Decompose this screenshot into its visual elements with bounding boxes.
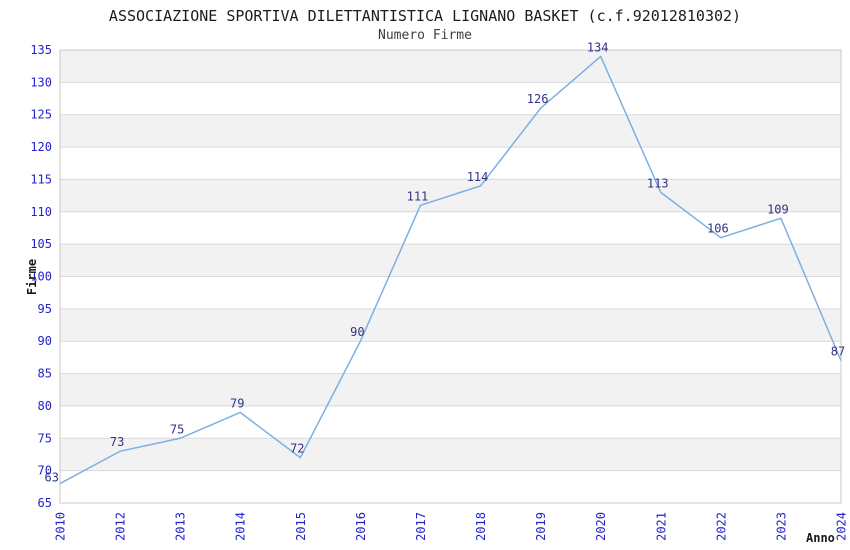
y-tick-label: 80 [38, 399, 52, 413]
y-tick-label: 100 [30, 270, 52, 284]
x-tick-label: 2015 [294, 512, 308, 541]
data-label: 90 [350, 325, 364, 339]
y-tick-label: 90 [38, 334, 52, 348]
x-tick-label: 2012 [114, 512, 128, 541]
x-tick-label: 2010 [54, 512, 68, 541]
data-label: 106 [707, 222, 729, 236]
plot-band [60, 114, 841, 148]
x-tick-label: 2019 [534, 512, 548, 541]
y-tick-label: 95 [38, 302, 52, 316]
y-tick-label: 65 [38, 496, 52, 510]
y-tick-label: 130 [30, 75, 52, 89]
x-tick-label: 2020 [594, 512, 608, 541]
data-label: 73 [110, 435, 124, 449]
x-tick-label: 2018 [474, 512, 488, 541]
y-tick-label: 125 [30, 108, 52, 122]
data-label: 111 [407, 189, 429, 203]
data-label: 126 [527, 92, 549, 106]
data-label: 75 [170, 422, 184, 436]
plot-band [60, 308, 841, 342]
plot-band [60, 438, 841, 471]
y-tick-label: 70 [38, 464, 52, 478]
y-axis-title: Firme [25, 258, 40, 296]
data-label: 63 [45, 471, 59, 485]
y-tick-label: 120 [30, 140, 52, 154]
x-tick-label: 2017 [414, 512, 428, 541]
x-tick-label: 2013 [174, 512, 188, 541]
data-label: 114 [467, 170, 489, 184]
x-tick-label: 2016 [354, 512, 368, 541]
x-tick-label: 2022 [714, 512, 728, 541]
x-tick-label: 2014 [234, 512, 248, 541]
chart-subtitle: Numero Firme [378, 28, 472, 43]
data-label: 134 [587, 40, 609, 54]
data-label: 113 [647, 176, 669, 190]
x-tick-label: 2024 [835, 512, 849, 541]
y-tick-label: 115 [30, 172, 52, 186]
plot-border [59, 49, 842, 504]
data-label: 79 [230, 396, 244, 410]
y-tick-label: 85 [38, 367, 52, 381]
data-label: 109 [767, 202, 789, 216]
plot-band [60, 244, 841, 277]
plot-band [60, 50, 841, 83]
x-tick-label: 2023 [774, 512, 788, 541]
x-axis-title: Anno [806, 531, 835, 545]
series-line [59, 55, 842, 485]
y-tick-label: 75 [38, 431, 52, 445]
x-tick-label: 2021 [654, 512, 668, 541]
y-tick-label: 105 [30, 237, 52, 251]
data-label: 87 [831, 345, 845, 359]
y-tick-label: 110 [30, 205, 52, 219]
chart-title: ASSOCIAZIONE SPORTIVA DILETTANTISTICA LI… [108, 7, 742, 25]
plot-band [60, 373, 841, 406]
data-label: 72 [290, 442, 304, 456]
y-tick-label: 135 [30, 43, 52, 57]
